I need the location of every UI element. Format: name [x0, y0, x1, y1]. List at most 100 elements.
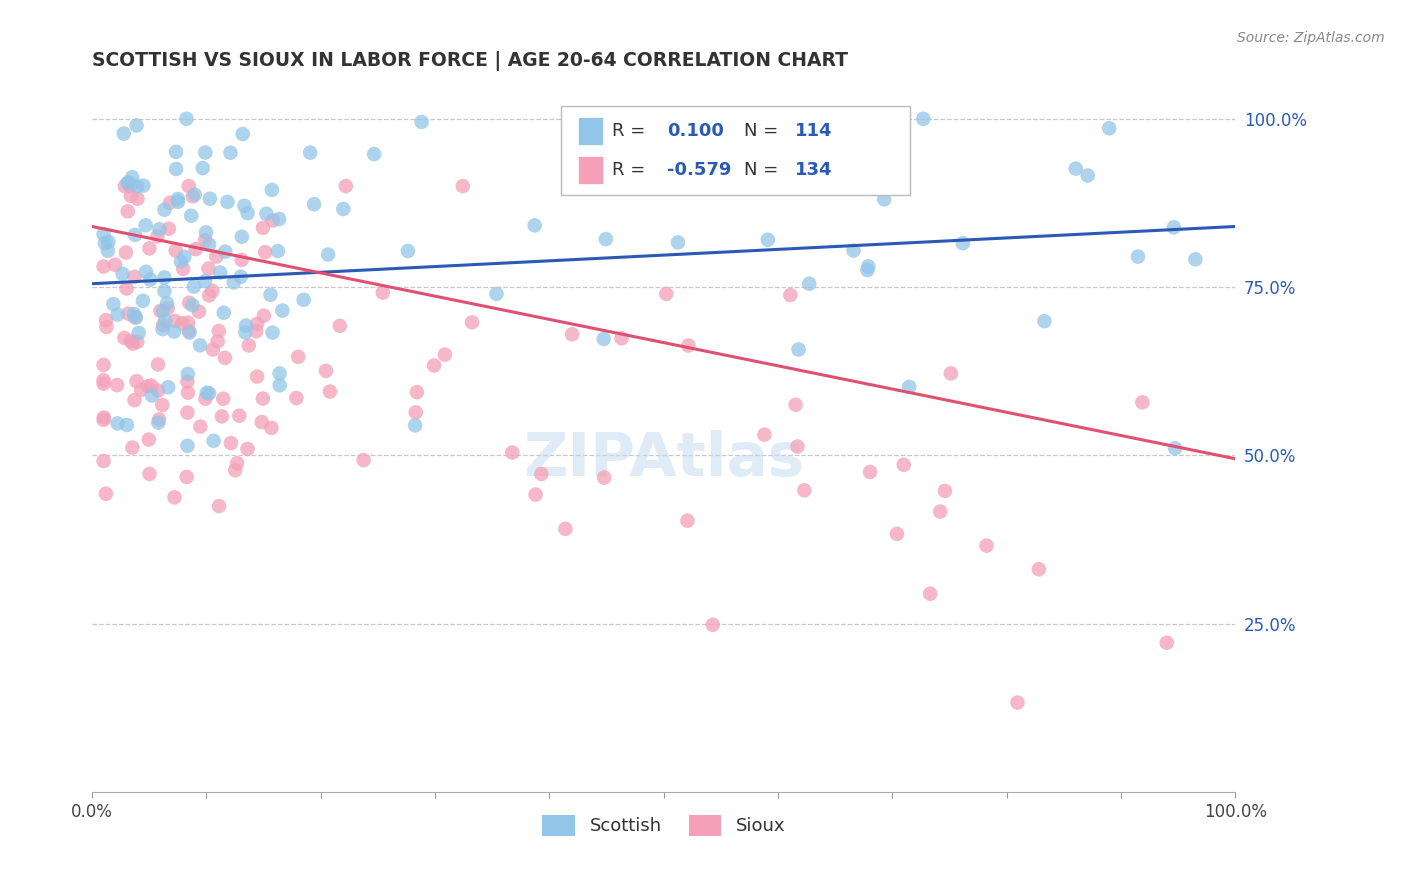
- Point: [201, 343, 224, 357]
- Point: [138, 467, 160, 481]
- Point: [153, 270, 176, 285]
- Point: [666, 235, 689, 250]
- Point: [363, 147, 385, 161]
- Point: [138, 433, 160, 447]
- Point: [195, 385, 218, 400]
- Point: [138, 241, 160, 255]
- Text: SCOTTISH VS SIOUX IN LABOR FORCE | AGE 20-64 CORRELATION CHART: SCOTTISH VS SIOUX IN LABOR FORCE | AGE 2…: [93, 51, 848, 70]
- Point: [149, 304, 172, 318]
- Point: [153, 284, 176, 298]
- Point: [107, 308, 129, 322]
- Point: [124, 227, 146, 242]
- Point: [152, 322, 174, 336]
- Point: [176, 470, 198, 484]
- Point: [191, 161, 214, 175]
- Point: [214, 244, 236, 259]
- Point: [165, 244, 187, 258]
- Point: [125, 374, 148, 388]
- Point: [501, 445, 523, 459]
- FancyBboxPatch shape: [561, 106, 910, 194]
- Point: [97, 244, 120, 258]
- Point: [201, 284, 224, 298]
- Point: [135, 219, 157, 233]
- Point: [929, 504, 952, 518]
- Point: [335, 179, 357, 194]
- Point: [93, 413, 115, 427]
- Point: [262, 213, 284, 227]
- Point: [898, 380, 921, 394]
- Point: [1156, 636, 1178, 650]
- Point: [114, 179, 136, 194]
- Point: [93, 410, 115, 425]
- Point: [125, 119, 148, 133]
- Point: [299, 145, 322, 160]
- Point: [232, 127, 254, 141]
- Point: [152, 318, 174, 333]
- Point: [125, 310, 148, 325]
- Point: [655, 286, 678, 301]
- Point: [165, 314, 187, 328]
- Point: [103, 297, 125, 311]
- Point: [128, 326, 150, 340]
- Point: [371, 285, 394, 300]
- Point: [1184, 252, 1206, 267]
- Point: [754, 427, 776, 442]
- Point: [523, 219, 546, 233]
- Point: [451, 179, 474, 194]
- Point: [177, 385, 200, 400]
- Point: [212, 392, 235, 406]
- Point: [146, 384, 169, 398]
- Point: [235, 326, 257, 340]
- Point: [217, 194, 239, 209]
- Point: [886, 526, 908, 541]
- Point: [194, 233, 217, 247]
- Point: [167, 192, 190, 206]
- Point: [1077, 169, 1099, 183]
- Point: [1064, 161, 1087, 176]
- Point: [485, 286, 508, 301]
- Point: [678, 338, 700, 352]
- Point: [148, 416, 170, 430]
- Point: [104, 258, 127, 272]
- Point: [292, 293, 315, 307]
- Point: [176, 406, 198, 420]
- Text: N =: N =: [744, 122, 783, 140]
- Point: [141, 388, 163, 402]
- Point: [202, 434, 225, 448]
- Point: [127, 192, 149, 206]
- Point: [136, 379, 159, 393]
- Point: [934, 483, 956, 498]
- Point: [952, 236, 974, 251]
- Point: [120, 334, 142, 348]
- Point: [1007, 696, 1029, 710]
- Point: [115, 245, 138, 260]
- Point: [787, 343, 810, 357]
- Point: [267, 244, 290, 258]
- Point: [93, 358, 115, 372]
- Point: [96, 320, 118, 334]
- Point: [423, 359, 446, 373]
- Point: [94, 313, 117, 327]
- Point: [184, 242, 207, 256]
- Point: [177, 295, 200, 310]
- Point: [115, 417, 138, 432]
- Point: [793, 483, 815, 498]
- Point: [404, 418, 426, 433]
- Point: [219, 145, 242, 160]
- Point: [132, 178, 155, 193]
- Point: [184, 187, 207, 202]
- Point: [912, 112, 935, 126]
- Point: [117, 307, 139, 321]
- Point: [181, 189, 204, 203]
- Point: [181, 298, 204, 312]
- Point: [177, 324, 200, 338]
- Point: [157, 380, 180, 394]
- Point: [1028, 562, 1050, 576]
- Point: [157, 221, 180, 235]
- Legend: Scottish, Sioux: Scottish, Sioux: [536, 808, 792, 843]
- Point: [93, 376, 115, 391]
- Point: [779, 288, 801, 302]
- Point: [163, 491, 186, 505]
- Point: [893, 458, 915, 472]
- Point: [208, 324, 231, 338]
